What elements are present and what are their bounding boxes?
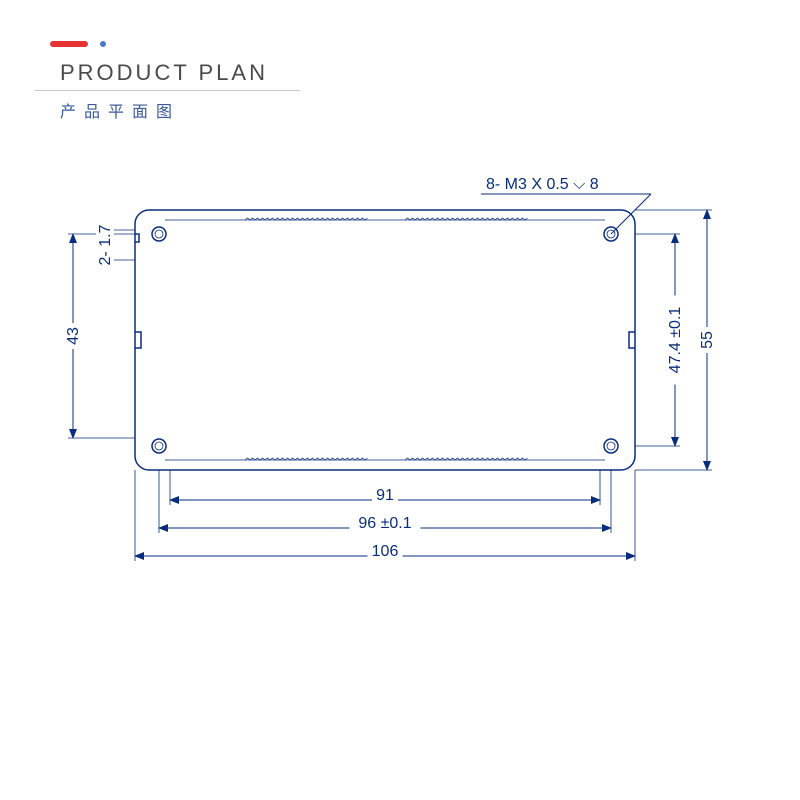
dim-label: 55 — [699, 331, 716, 349]
callout-label: 8- M3 X 0.5 ⌵ 8 — [486, 176, 599, 193]
accent-red-bar — [50, 41, 88, 47]
drawing-group: 8- M3 X 0.5 ⌵ 8 91 96 ±0.1 106 47.4 ±0.1 55 43… — [64, 176, 716, 561]
technical-drawing: 8- M3 X 0.5 ⌵ 8 91 96 ±0.1 106 47.4 ±0.1 55 43… — [40, 170, 760, 650]
title-english: PRODUCT PLAN — [60, 60, 268, 86]
dim-label: 2- 1.7 — [97, 224, 114, 265]
dim-label: 96 ±0.1 — [358, 515, 411, 532]
dim-label: 43 — [65, 327, 82, 345]
header-accent — [50, 35, 106, 53]
title-underline — [35, 90, 300, 91]
title-chinese: 产品平面图 — [60, 98, 180, 122]
accent-blue-dot — [100, 41, 106, 47]
dim-label: 47.4 ±0.1 — [667, 307, 684, 374]
dim-label: 106 — [372, 543, 399, 560]
dim-label: 91 — [376, 487, 394, 504]
